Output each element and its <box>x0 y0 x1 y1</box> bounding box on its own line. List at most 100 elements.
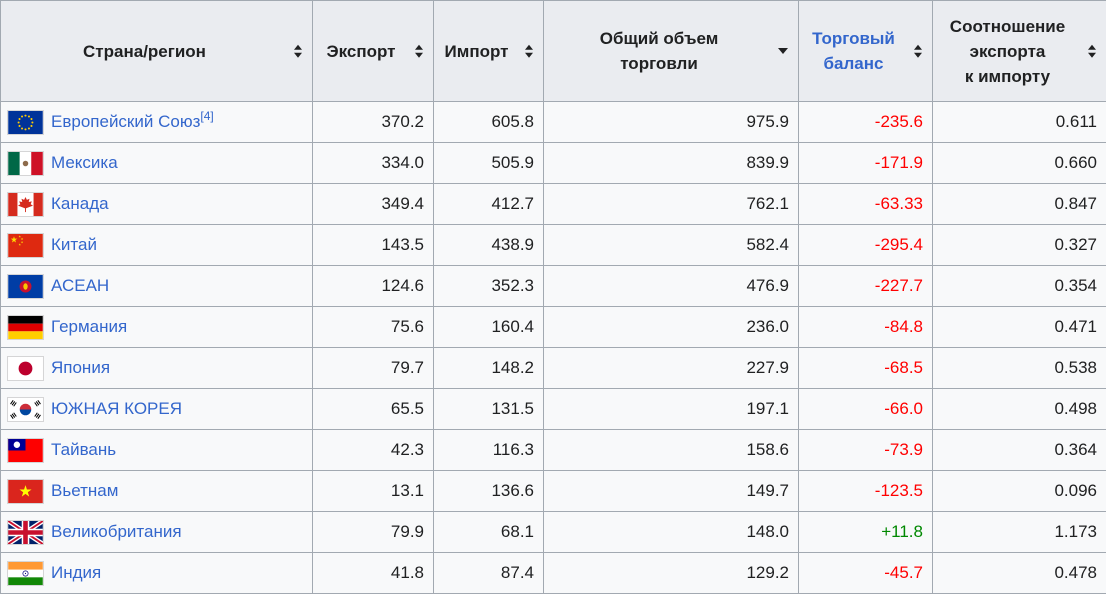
col-header-export[interactable]: Экспорт <box>313 1 434 102</box>
country-cell: Тайвань <box>1 430 313 471</box>
footnote-link[interactable]: [4] <box>200 109 213 123</box>
export-cell: 79.9 <box>313 512 434 553</box>
flag-icon-eu <box>8 111 43 134</box>
sort-icon <box>294 45 302 58</box>
country-cell: АСЕАН <box>1 266 313 307</box>
total-trade-cell: 762.1 <box>544 184 799 225</box>
export-cell: 124.6 <box>313 266 434 307</box>
country-cell: Вьетнам <box>1 471 313 512</box>
col-header-country-label: Страна/регион <box>83 39 206 64</box>
ratio-cell: 0.660 <box>933 143 1106 184</box>
ratio-cell: 0.354 <box>933 266 1106 307</box>
total-trade-cell: 149.7 <box>544 471 799 512</box>
ratio-cell: 0.611 <box>933 102 1106 143</box>
import-cell: 352.3 <box>434 266 544 307</box>
import-cell: 605.8 <box>434 102 544 143</box>
sort-icon <box>415 45 423 58</box>
country-link[interactable]: Индия <box>51 563 101 583</box>
table-row: Мексика 334.0 505.9 839.9 -171.9 0.660 <box>1 143 1106 184</box>
col-header-total-trade[interactable]: Общий объем торговли <box>544 1 799 102</box>
total-trade-cell: 975.9 <box>544 102 799 143</box>
table-row: Европейский Союз [4] 370.2 605.8 975.9 -… <box>1 102 1106 143</box>
trade-balance-cell: -63.33 <box>799 184 933 225</box>
country-cell: ЮЖНАЯ КОРЕЯ <box>1 389 313 430</box>
country-link[interactable]: Германия <box>51 317 127 337</box>
table-row: Япония 79.7 148.2 227.9 -68.5 0.538 <box>1 348 1106 389</box>
sort-icon <box>914 45 922 58</box>
country-cell: Мексика <box>1 143 313 184</box>
flag-icon-mx <box>8 152 43 175</box>
export-cell: 41.8 <box>313 553 434 594</box>
import-cell: 116.3 <box>434 430 544 471</box>
col-header-ratio-label: Соотношение экспорта к импорту <box>950 14 1065 89</box>
export-cell: 79.7 <box>313 348 434 389</box>
trade-balance-cell: -295.4 <box>799 225 933 266</box>
trade-balance-cell: -171.9 <box>799 143 933 184</box>
col-header-total-trade-label: Общий объем торговли <box>600 26 719 76</box>
total-trade-cell: 236.0 <box>544 307 799 348</box>
flag-icon-asean <box>8 275 43 298</box>
country-cell: Европейский Союз [4] <box>1 102 313 143</box>
ratio-cell: 0.847 <box>933 184 1106 225</box>
col-header-trade-balance[interactable]: Торговый баланс <box>799 1 933 102</box>
export-cell: 143.5 <box>313 225 434 266</box>
table-row: Вьетнам 13.1 136.6 149.7 -123.5 0.096 <box>1 471 1106 512</box>
total-trade-cell: 476.9 <box>544 266 799 307</box>
import-cell: 505.9 <box>434 143 544 184</box>
trade-balance-cell: -123.5 <box>799 471 933 512</box>
country-cell: Канада <box>1 184 313 225</box>
country-link[interactable]: Канада <box>51 194 109 214</box>
export-cell: 13.1 <box>313 471 434 512</box>
trade-balance-cell: -66.0 <box>799 389 933 430</box>
total-trade-cell: 582.4 <box>544 225 799 266</box>
table-row: Германия 75.6 160.4 236.0 -84.8 0.471 <box>1 307 1106 348</box>
table-header: Страна/регион Экспорт Импорт Общий объем <box>1 1 1106 102</box>
ratio-cell: 0.327 <box>933 225 1106 266</box>
flag-icon-ca <box>8 193 43 216</box>
trade-balance-cell: -45.7 <box>799 553 933 594</box>
flag-icon-kr <box>8 398 43 421</box>
country-link[interactable]: Мексика <box>51 153 118 173</box>
country-link[interactable]: ЮЖНАЯ КОРЕЯ <box>51 399 182 419</box>
ratio-cell: 1.173 <box>933 512 1106 553</box>
flag-icon-tw <box>8 439 43 462</box>
sort-icon <box>1088 45 1096 58</box>
flag-icon-gb <box>8 521 43 544</box>
total-trade-cell: 227.9 <box>544 348 799 389</box>
country-link[interactable]: Европейский Союз <box>51 112 200 132</box>
country-link[interactable]: Вьетнам <box>51 481 118 501</box>
table-row: ЮЖНАЯ КОРЕЯ 65.5 131.5 197.1 -66.0 0.498 <box>1 389 1106 430</box>
trade-balance-cell: -73.9 <box>799 430 933 471</box>
import-cell: 438.9 <box>434 225 544 266</box>
country-link[interactable]: Китай <box>51 235 97 255</box>
col-header-export-import-ratio[interactable]: Соотношение экспорта к импорту <box>933 1 1106 102</box>
table-row: Тайвань 42.3 116.3 158.6 -73.9 0.364 <box>1 430 1106 471</box>
total-trade-cell: 148.0 <box>544 512 799 553</box>
col-header-export-label: Экспорт <box>327 39 396 64</box>
ratio-cell: 0.364 <box>933 430 1106 471</box>
header-row: Страна/регион Экспорт Импорт Общий объем <box>1 1 1106 102</box>
country-link[interactable]: АСЕАН <box>51 276 109 296</box>
country-link[interactable]: Тайвань <box>51 440 116 460</box>
country-cell: Великобритания <box>1 512 313 553</box>
trade-balance-link[interactable]: Торговый баланс <box>812 26 895 76</box>
export-cell: 349.4 <box>313 184 434 225</box>
export-cell: 42.3 <box>313 430 434 471</box>
total-trade-cell: 197.1 <box>544 389 799 430</box>
country-link[interactable]: Великобритания <box>51 522 182 542</box>
import-cell: 160.4 <box>434 307 544 348</box>
sort-icon <box>525 45 533 58</box>
total-trade-cell: 129.2 <box>544 553 799 594</box>
trade-balance-cell: -84.8 <box>799 307 933 348</box>
export-cell: 75.6 <box>313 307 434 348</box>
col-header-country[interactable]: Страна/регион <box>1 1 313 102</box>
export-cell: 370.2 <box>313 102 434 143</box>
trade-balance-cell: +11.8 <box>799 512 933 553</box>
table-row: Великобритания 79.9 68.1 148.0 +11.8 1.1… <box>1 512 1106 553</box>
sort-descending-icon <box>778 48 788 54</box>
col-header-import-label: Импорт <box>445 39 509 64</box>
country-cell: Индия <box>1 553 313 594</box>
col-header-import[interactable]: Импорт <box>434 1 544 102</box>
country-link[interactable]: Япония <box>51 358 110 378</box>
